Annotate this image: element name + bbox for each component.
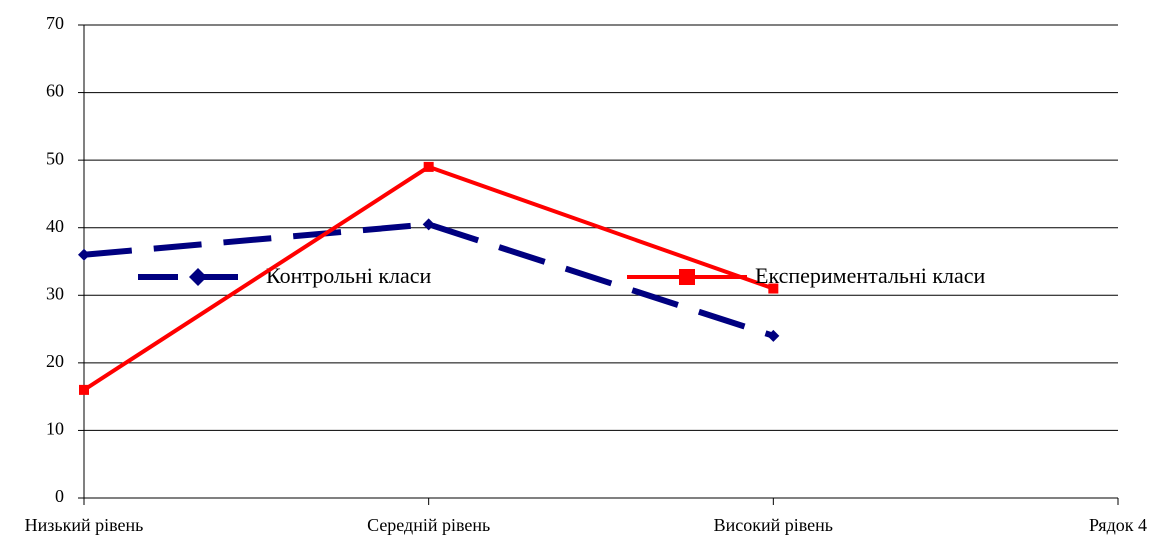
legend-marker xyxy=(679,269,695,285)
x-tick-label: Високий рівень xyxy=(714,515,833,535)
y-tick-label: 30 xyxy=(46,283,64,303)
y-tick-label: 0 xyxy=(55,486,64,506)
x-tick-label: Рядок 4 xyxy=(1089,515,1147,535)
y-tick-label: 70 xyxy=(46,13,64,33)
y-tick-label: 20 xyxy=(46,351,64,371)
point-marker xyxy=(767,329,780,342)
legend-marker xyxy=(189,268,207,286)
series-line xyxy=(83,221,775,339)
x-tick-label: Середній рівень xyxy=(367,515,490,535)
legend-label: Контрольні класи xyxy=(266,263,432,288)
y-tick-label: 60 xyxy=(46,81,64,101)
legend-label: Експериментальні класи xyxy=(755,263,986,288)
point-marker xyxy=(79,384,89,395)
y-tick-label: 50 xyxy=(46,148,64,168)
y-tick-label: 10 xyxy=(46,419,64,439)
point-marker xyxy=(423,161,434,172)
point-marker xyxy=(422,218,435,231)
y-tick-label: 40 xyxy=(46,216,64,236)
x-tick-label: Низький рівень xyxy=(25,515,144,535)
point-marker xyxy=(768,283,779,294)
point-marker xyxy=(78,248,90,261)
